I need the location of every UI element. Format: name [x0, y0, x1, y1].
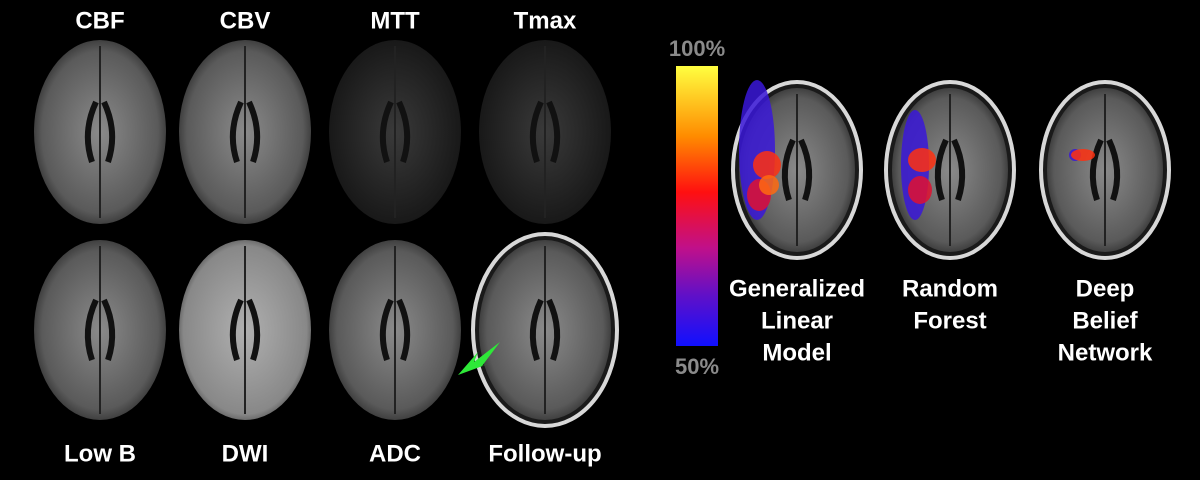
- ventricle: [229, 100, 261, 163]
- ventricle: [529, 298, 561, 361]
- colorbar-min: 50%: [675, 354, 719, 379]
- brain-image: [34, 240, 166, 420]
- top-label: CBV: [220, 7, 271, 34]
- top-label: CBF: [75, 7, 124, 34]
- ventricle: [529, 100, 561, 163]
- brain-image: [731, 80, 863, 260]
- brain-image: [329, 240, 461, 420]
- model-label: Random: [902, 275, 998, 302]
- colorbar: [676, 66, 718, 346]
- brain-image: [179, 240, 311, 420]
- lesion-overlay: [908, 148, 936, 172]
- brain-image: [1039, 80, 1171, 260]
- brain-images: [34, 40, 1171, 428]
- lesion-overlay: [908, 176, 932, 204]
- brain-image: [329, 40, 461, 224]
- arrow: [458, 342, 500, 375]
- ventricle: [379, 298, 411, 361]
- lesion-overlay: [759, 175, 779, 195]
- bottom-label: Follow-up: [488, 440, 601, 467]
- top-label: MTT: [370, 7, 420, 34]
- ventricle: [1089, 138, 1121, 201]
- bottom-label: Low B: [64, 440, 136, 467]
- ventricle: [934, 138, 966, 201]
- model-label: Belief: [1072, 307, 1138, 334]
- brain-image: [471, 232, 619, 428]
- model-label: Model: [762, 339, 831, 366]
- model-label: Network: [1058, 339, 1153, 366]
- top-label: Tmax: [514, 7, 577, 34]
- lesion-overlay: [1071, 149, 1095, 161]
- model-label: Generalized: [729, 275, 865, 302]
- ventricle: [379, 100, 411, 163]
- brain-image: [884, 80, 1016, 260]
- colorbar-max: 100%: [669, 36, 725, 61]
- model-label: Deep: [1076, 275, 1135, 302]
- ventricle: [84, 298, 116, 361]
- ventricle: [84, 100, 116, 163]
- brain-image: [479, 40, 611, 224]
- brain-image: [179, 40, 311, 224]
- brain-image: [34, 40, 166, 224]
- bottom-label: ADC: [369, 440, 421, 467]
- ventricle: [781, 138, 813, 201]
- model-label: Linear: [761, 307, 833, 334]
- ventricle: [229, 298, 261, 361]
- bottom-label: DWI: [222, 440, 269, 467]
- model-label: Forest: [913, 307, 986, 334]
- lesion-overlay: [753, 151, 781, 179]
